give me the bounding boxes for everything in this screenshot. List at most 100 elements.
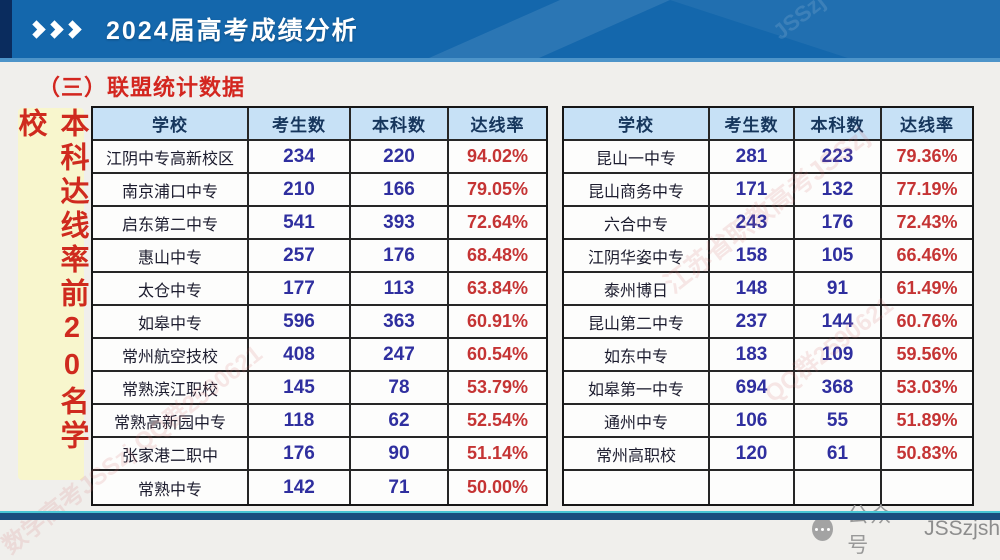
table-row: 太仓中专 177 113 63.84% bbox=[93, 273, 546, 306]
school-cell: 张家港二职中 bbox=[93, 438, 249, 471]
candidates-cell bbox=[710, 471, 795, 504]
rate-cell: 79.05% bbox=[449, 174, 546, 207]
candidates-cell: 158 bbox=[710, 240, 795, 273]
footer-account-name: JSSzjsh bbox=[924, 517, 1000, 540]
rate-cell: 50.83% bbox=[882, 438, 972, 471]
undergrad-cell: 223 bbox=[795, 141, 882, 174]
column-header-candidates: 考生数 bbox=[249, 108, 351, 141]
school-cell: 启东第二中专 bbox=[93, 207, 249, 240]
candidates-cell: 118 bbox=[249, 405, 351, 438]
school-cell: 常熟高新园中专 bbox=[93, 405, 249, 438]
candidates-cell: 210 bbox=[249, 174, 351, 207]
candidates-cell: 694 bbox=[710, 372, 795, 405]
footer-account-info: 公众号 JSSzjsh bbox=[812, 499, 1000, 559]
banner-left-edge bbox=[0, 0, 12, 58]
undergrad-cell: 105 bbox=[795, 240, 882, 273]
candidates-cell: 281 bbox=[710, 141, 795, 174]
rate-cell: 60.76% bbox=[882, 306, 972, 339]
undergrad-cell: 132 bbox=[795, 174, 882, 207]
rate-cell: 59.56% bbox=[882, 339, 972, 372]
rate-cell: 53.79% bbox=[449, 372, 546, 405]
school-cell: 昆山商务中专 bbox=[564, 174, 710, 207]
table-row: 惠山中专 257 176 68.48% bbox=[93, 240, 546, 273]
school-cell: 泰州博日 bbox=[564, 273, 710, 306]
table-row: 常熟中专 142 71 50.00% bbox=[93, 471, 546, 504]
wechat-account-icon bbox=[812, 517, 834, 541]
candidates-cell: 142 bbox=[249, 471, 351, 504]
undergrad-cell: 368 bbox=[795, 372, 882, 405]
candidates-cell: 106 bbox=[710, 405, 795, 438]
rate-cell: 51.89% bbox=[882, 405, 972, 438]
column-header-undergrad: 本科数 bbox=[351, 108, 449, 141]
candidates-cell: 541 bbox=[249, 207, 351, 240]
undergrad-cell: 176 bbox=[795, 207, 882, 240]
table-row: 通州中专 106 55 51.89% bbox=[564, 405, 972, 438]
candidates-cell: 183 bbox=[710, 339, 795, 372]
page-title: 2024届高考成绩分析 bbox=[106, 17, 359, 45]
school-cell: 如皋中专 bbox=[93, 306, 249, 339]
undergrad-cell bbox=[795, 471, 882, 504]
table-row: 江阴华姿中专 158 105 66.46% bbox=[564, 240, 972, 273]
rate-cell: 50.00% bbox=[466, 477, 529, 497]
undergrad-cell: 91 bbox=[795, 273, 882, 306]
school-cell: 常州航空技校 bbox=[93, 339, 249, 372]
school-cell bbox=[564, 471, 710, 504]
candidates-cell: 176 bbox=[249, 438, 351, 471]
triple-chevron-icon bbox=[27, 19, 84, 39]
rate-cell: 63.84% bbox=[449, 273, 546, 306]
undergrad-cell: 62 bbox=[351, 405, 449, 438]
rate-cell: 72.43% bbox=[882, 207, 972, 240]
rate-cell: 68.48% bbox=[449, 240, 546, 273]
school-cell: 南京浦口中专 bbox=[93, 174, 249, 207]
table-row: 常州航空技校 408 247 60.54% bbox=[93, 339, 546, 372]
candidates-cell: 243 bbox=[710, 207, 795, 240]
rate-cell: 79.36% bbox=[882, 141, 972, 174]
undergrad-cell: 78 bbox=[351, 372, 449, 405]
undergrad-cell: 393 bbox=[351, 207, 449, 240]
candidates-cell: 177 bbox=[249, 273, 351, 306]
table-row: 如皋第一中专 694 368 53.03% bbox=[564, 372, 972, 405]
rate-cell: 61.49% bbox=[882, 273, 972, 306]
school-cell: 六合中专 bbox=[564, 207, 710, 240]
rate-cell: 60.54% bbox=[449, 339, 546, 372]
rate-cell: 77.19% bbox=[882, 174, 972, 207]
candidates-cell: 257 bbox=[249, 240, 351, 273]
table-row: 昆山第二中专 237 144 60.76% bbox=[564, 306, 972, 339]
table-row: 六合中专 243 176 72.43% bbox=[564, 207, 972, 240]
column-header-school: 学校 bbox=[93, 108, 249, 141]
table-row: 昆山商务中专 171 132 77.19% bbox=[564, 174, 972, 207]
table-row: 常州高职校 120 61 50.83% bbox=[564, 438, 972, 471]
candidates-cell: 120 bbox=[710, 438, 795, 471]
table-row: 昆山一中专 281 223 79.36% bbox=[564, 141, 972, 174]
school-cell: 常州高职校 bbox=[564, 438, 710, 471]
undergrad-cell: 90 bbox=[351, 438, 449, 471]
rate-cell: 66.46% bbox=[882, 240, 972, 273]
rate-cell: 51.14% bbox=[449, 438, 546, 471]
column-header-candidates: 考生数 bbox=[710, 108, 795, 141]
rate-cell: 72.64% bbox=[449, 207, 546, 240]
sidebar-vertical-label: 本科达线率前20名学校 bbox=[14, 108, 88, 480]
undergrad-cell: 109 bbox=[795, 339, 882, 372]
school-cell: 江阴中专高新校区 bbox=[93, 141, 249, 174]
table-row: 常熟高新园中专 118 62 52.54% bbox=[93, 405, 546, 438]
undergrad-cell: 220 bbox=[351, 141, 449, 174]
table-row: 如皋中专 596 363 60.91% bbox=[93, 306, 546, 339]
undergrad-cell: 176 bbox=[351, 240, 449, 273]
school-cell: 昆山一中专 bbox=[564, 141, 710, 174]
table-row: 常熟滨江职校 145 78 53.79% bbox=[93, 372, 546, 405]
candidates-cell: 408 bbox=[249, 339, 351, 372]
column-header-undergrad: 本科数 bbox=[795, 108, 882, 141]
table-row: 张家港二职中 176 90 51.14% bbox=[93, 438, 546, 471]
column-header-rate: 达线率 bbox=[449, 108, 546, 141]
school-cell: 太仓中专 bbox=[93, 273, 249, 306]
undergrad-cell: 363 bbox=[351, 306, 449, 339]
undergrad-cell: 166 bbox=[351, 174, 449, 207]
table-header-row: 学校 考生数 本科数 达线率 bbox=[564, 108, 972, 141]
undergrad-cell: 71 bbox=[351, 471, 449, 504]
candidates-cell: 171 bbox=[710, 174, 795, 207]
column-header-school: 学校 bbox=[564, 108, 710, 141]
undergrad-cell: 144 bbox=[795, 306, 882, 339]
school-cell: 江阴华姿中专 bbox=[564, 240, 710, 273]
undergrad-cell: 55 bbox=[795, 405, 882, 438]
candidates-cell: 148 bbox=[710, 273, 795, 306]
